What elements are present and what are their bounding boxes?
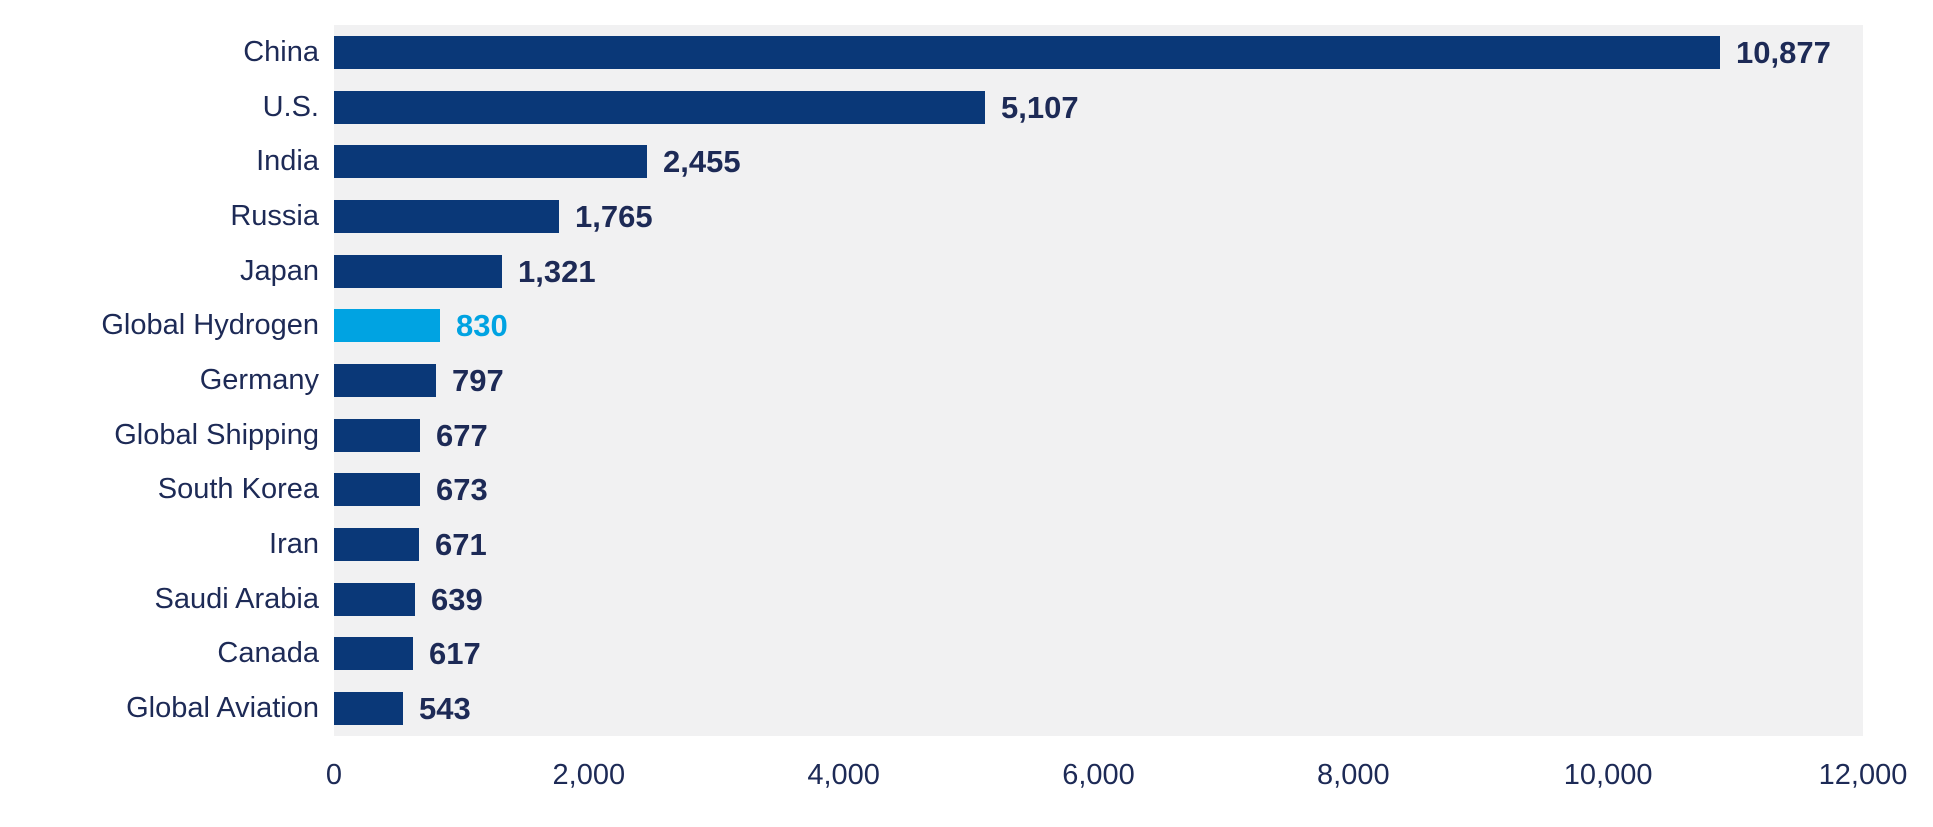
- category-label: Global Shipping: [114, 418, 319, 451]
- bar-row: Russia 1,765: [0, 189, 1933, 244]
- x-tick-label: 8,000: [1317, 759, 1390, 791]
- plot-area: [334, 25, 1863, 736]
- value-label: 1,765: [575, 198, 653, 234]
- value-label: 671: [435, 527, 487, 563]
- category-label: Global Aviation: [126, 692, 319, 725]
- value-label: 639: [431, 581, 483, 617]
- value-label: 617: [429, 636, 481, 672]
- bar: [334, 363, 436, 397]
- value-label: 1,321: [518, 253, 596, 289]
- bar-row: Global Hydrogen 830: [0, 298, 1933, 353]
- category-label: China: [243, 35, 319, 68]
- bar-row: Canada 617: [0, 627, 1933, 682]
- bar-row: South Korea 673: [0, 463, 1933, 518]
- x-tick-label: 2,000: [552, 759, 626, 791]
- bar-row: Iran 671: [0, 517, 1933, 572]
- bar: [334, 145, 647, 179]
- x-tick-label: 4,000: [807, 759, 880, 791]
- x-axis: 0 2,000 4,000 6,000 8,000 10,000 12,000: [0, 753, 1933, 803]
- category-label: Iran: [269, 528, 319, 561]
- bar-row: U.S. 5,107: [0, 80, 1933, 135]
- x-tick-label: 6,000: [1062, 759, 1135, 791]
- category-label: Global Hydrogen: [101, 309, 319, 342]
- bar-row: Global Aviation 543: [0, 681, 1933, 736]
- value-label: 797: [452, 362, 504, 398]
- bar-row: Germany 797: [0, 353, 1933, 408]
- bar-highlighted: [334, 309, 440, 343]
- value-label: 543: [419, 691, 471, 727]
- bar-rows: China 10,877 U.S. 5,107 India 2,455 Russia 1,76…: [0, 25, 1933, 736]
- bar: [334, 90, 985, 124]
- value-label: 5,107: [1001, 89, 1079, 125]
- value-label: 830: [456, 308, 508, 344]
- bar-row: China 10,877: [0, 25, 1933, 80]
- x-tick-label: 12,000: [1818, 759, 1908, 791]
- category-label: India: [256, 145, 319, 178]
- value-label: 10,877: [1736, 34, 1831, 70]
- bar: [334, 418, 420, 452]
- bar: [334, 692, 403, 726]
- category-label: Japan: [239, 254, 319, 287]
- bar-row: Global Shipping 677: [0, 408, 1933, 463]
- category-label: Germany: [199, 363, 319, 396]
- category-label: Canada: [217, 637, 319, 670]
- bar-row: Japan 1,321: [0, 244, 1933, 299]
- bar: [334, 473, 420, 507]
- category-label: Saudi Arabia: [154, 582, 319, 615]
- category-label: Russia: [230, 199, 319, 232]
- category-label: U.S.: [262, 90, 319, 123]
- bar: [334, 582, 415, 616]
- bar-row: India 2,455: [0, 134, 1933, 189]
- x-tick-label: 0: [325, 759, 343, 791]
- value-label: 673: [436, 472, 488, 508]
- value-label: 2,455: [663, 144, 741, 180]
- bar-row: Saudi Arabia 639: [0, 572, 1933, 627]
- bar: [334, 254, 502, 288]
- category-label: South Korea: [157, 473, 319, 506]
- bar: [334, 528, 419, 562]
- bar: [334, 35, 1720, 69]
- bar: [334, 637, 413, 671]
- bar: [334, 199, 559, 233]
- value-label: 677: [436, 417, 488, 453]
- x-tick-label: 10,000: [1563, 759, 1653, 791]
